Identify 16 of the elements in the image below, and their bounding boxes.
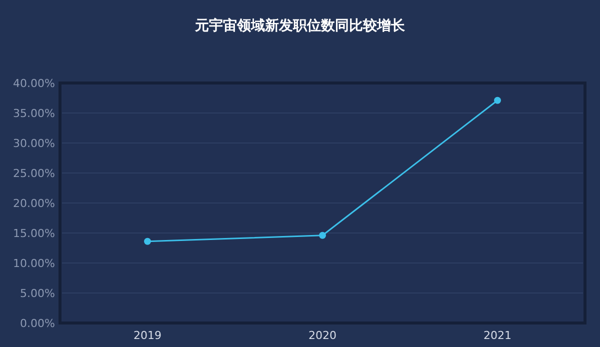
y-tick-label: 15.00% <box>13 227 55 240</box>
chart-title: 元宇宙领域新发职位数同比较增长 <box>194 17 406 34</box>
y-tick-label: 20.00% <box>13 197 55 210</box>
y-tick-label: 35.00% <box>13 107 55 120</box>
x-tick-label: 2019 <box>134 329 162 342</box>
y-tick-label: 5.00% <box>20 287 55 300</box>
point <box>144 238 151 245</box>
y-tick-label: 0.00% <box>20 317 55 330</box>
y-tick-label: 10.00% <box>13 257 55 270</box>
x-tick-label: 2020 <box>308 329 336 342</box>
x-tick-label: 2021 <box>484 329 512 342</box>
y-tick-label: 25.00% <box>13 167 55 180</box>
point <box>494 96 501 104</box>
point <box>319 232 326 239</box>
y-tick-label: 30.00% <box>13 137 55 150</box>
y-tick-label: 40.00% <box>13 77 55 90</box>
